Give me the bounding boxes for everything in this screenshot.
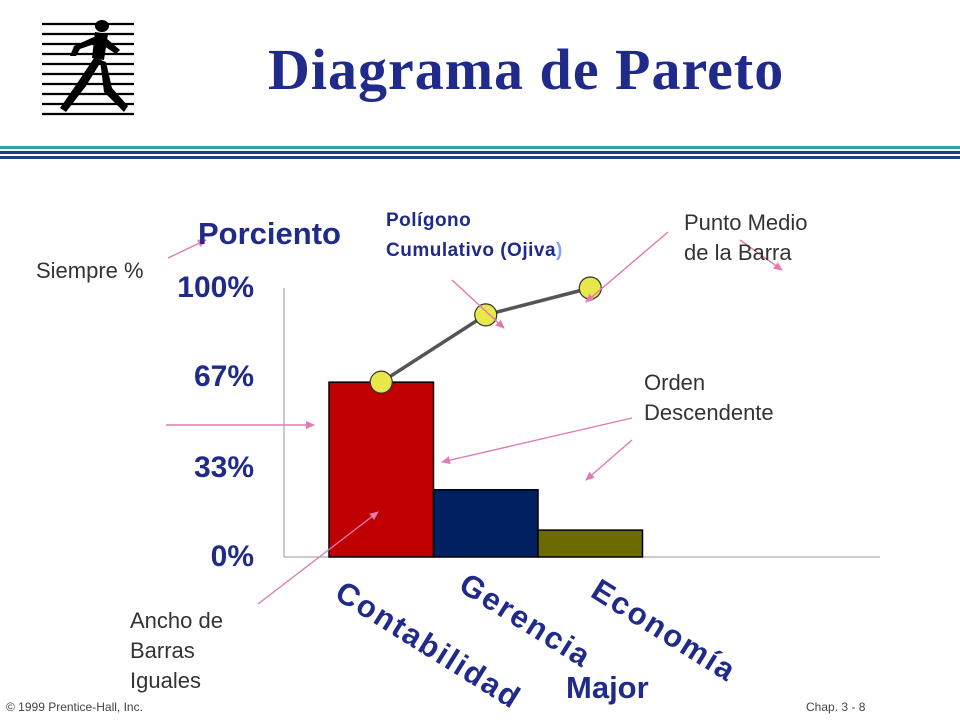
cumulative-point-3 [578, 276, 602, 300]
midpoint-arrow-left [585, 231, 669, 303]
y-axis-label: Porciento [198, 216, 341, 251]
descending-arrow-2 [585, 439, 633, 481]
title-divider-stripes [0, 146, 960, 164]
descending-line-2: Descendente [644, 400, 774, 425]
descending-line-1: Orden [644, 370, 706, 395]
ojiva-close-paren: ) [556, 240, 563, 261]
y-tick-label: 100% [177, 271, 254, 304]
bar-gerencia [432, 489, 539, 558]
y-tick-label: 0% [210, 540, 254, 573]
slide-title: Diagrama de Pareto [268, 37, 785, 102]
footer-copyright: © 1999 Prentice-Hall, Inc. [6, 700, 143, 714]
midpoint-line-1: Punto Medio [684, 210, 808, 235]
midpoint-line-2: de la Barra [684, 240, 792, 265]
cumulative-point-1 [369, 370, 393, 394]
cumulative-line [380, 286, 591, 384]
x-axis-label: Major [566, 670, 649, 705]
descending-annotation: Orden Descendente [644, 368, 774, 428]
descending-arrow-1 [441, 417, 633, 465]
footer-page: Chap. 3 - 8 [806, 700, 866, 714]
y-tick-label: 67% [193, 359, 254, 393]
bar-economía [537, 529, 644, 558]
midpoint-arrow-right [739, 239, 783, 271]
ojiva-line-2: Cumulativo (Ojiva) [386, 236, 563, 266]
ojiva-arrow [451, 279, 505, 329]
bar-width-arrow [257, 511, 379, 605]
ojiva-annotation: Polígono Cumulativo (Ojiva) [386, 206, 563, 266]
bar-contabilidad [328, 381, 435, 558]
bar-width-line-3: Iguales [130, 668, 201, 693]
ojiva-line-2-text: Cumulativo (Ojiva [386, 240, 557, 261]
midpoint-annotation: Punto Medio de la Barra [684, 208, 808, 268]
siempre-annotation: Siempre % [36, 258, 144, 283]
ojiva-line-1: Polígono [386, 210, 472, 231]
siempre-arrow [167, 239, 207, 259]
running-man-logo-icon [42, 20, 134, 116]
y-tick-label: 33% [193, 451, 254, 485]
bar-width-line-2: Barras [130, 638, 195, 663]
bar-width-line-1: Ancho de [130, 608, 223, 633]
cumulative-point-2 [474, 303, 498, 327]
bar-width-annotation: Ancho de Barras Iguales [130, 606, 223, 696]
